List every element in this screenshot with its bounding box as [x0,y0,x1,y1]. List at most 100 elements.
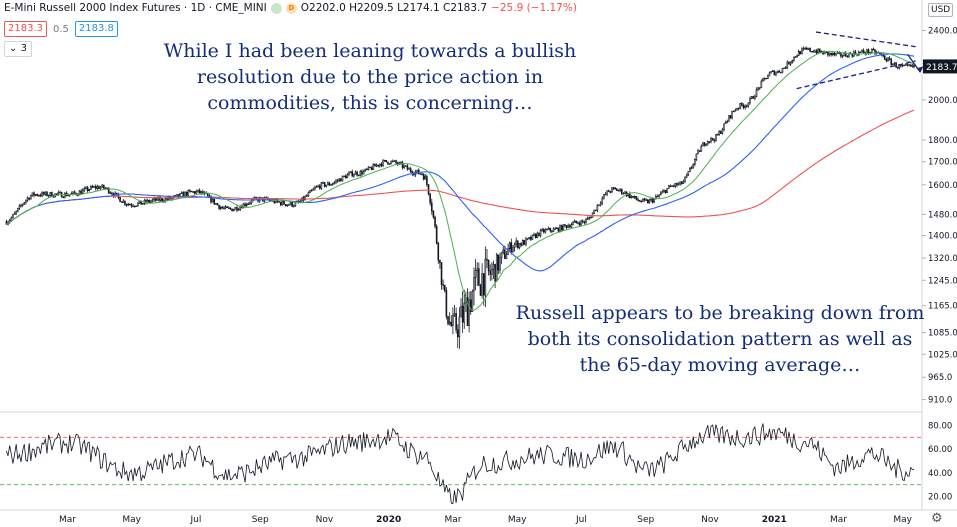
candle-body [192,191,194,193]
candle-body [773,70,776,76]
candle-body [775,72,777,76]
candle-body [130,204,133,207]
candle-body [333,181,336,184]
candle-body [534,234,537,238]
candle-body [72,191,74,194]
candle-body [450,321,453,326]
candle-body [430,202,433,212]
candle-body [755,89,758,97]
candle-body [767,75,769,79]
candle-body [611,187,613,193]
candle-body [64,192,66,198]
candle-body [668,185,670,189]
currency-label[interactable]: USD [928,3,954,17]
candle-body [866,49,868,54]
candle-body [471,290,474,312]
candle-body [317,185,319,187]
candle-body [504,249,506,259]
candle-body [228,207,230,209]
ma-right-value[interactable]: 2183.8 [74,21,118,37]
candle-body [742,105,745,108]
candle-body [466,297,469,326]
candle-body [538,232,540,236]
oscillator-line [6,423,915,505]
candle-body [15,210,17,214]
candle-body [520,243,522,246]
time-tick-label: 2021 [762,515,787,525]
gear-icon[interactable]: ⚙ [931,511,943,526]
candle-body [711,138,714,141]
candle-body [327,182,329,186]
candle-body [96,186,99,189]
candle-body [494,263,496,282]
candle-body [528,237,530,239]
candle-body [578,222,581,226]
candle-body [684,176,686,182]
candle-body [901,64,904,67]
candle-body [547,227,550,230]
candle-body [284,204,287,206]
candle-body [572,222,574,225]
candle-body [590,217,592,219]
candle-body [508,242,511,250]
candle-body [392,160,394,163]
price-axis-bg [922,0,957,527]
candle-body [452,314,454,326]
candle-body [124,200,126,205]
oscillator-tick-label: 80.00 [928,421,952,431]
candle-body [744,105,746,108]
indicator-toggle[interactable]: ⌄ 3 [4,41,32,57]
candle-body [461,305,464,323]
candle-body [38,195,40,197]
candle-body [323,182,326,187]
candle-body [697,150,699,155]
candle-body [101,184,104,188]
candle-body [349,171,352,174]
candle-body [372,164,375,170]
candle-body [21,203,24,206]
candle-body [424,176,427,180]
candle-body [629,193,631,198]
candle-body [88,189,91,192]
symbol-title[interactable]: E-Mini Russell 2000 Index Futures · 1D ·… [4,2,267,14]
candle-body [474,270,477,278]
candle-body [599,202,602,206]
candle-body [129,203,131,206]
candle-body [905,64,907,66]
candle-body [788,61,790,65]
candle-body [325,184,328,187]
candle-body [153,198,155,201]
price-tick-label: 1400.0 [928,232,957,242]
moving-average-legend: 2183.3 0.5 2183.8 [4,21,118,37]
candle-body [237,209,240,211]
candle-body [562,224,565,231]
candle-body [640,201,643,203]
candle-body [26,197,29,201]
candle-body [132,205,134,207]
candle-body [427,184,430,195]
candle-body [830,52,832,56]
candle-body [356,171,358,176]
candle-body [728,115,730,122]
candle-body [18,205,21,209]
candle-body [718,131,720,136]
ma-left-value[interactable]: 2183.3 [4,21,47,37]
annotation-top: While I had been leaning towards a bulli… [163,40,577,114]
candle-body [734,109,737,112]
candle-body [708,141,711,143]
candle-body [518,243,521,248]
candle-body [911,64,914,67]
candle-body [367,166,370,170]
candle-body [331,183,334,185]
candle-body [747,102,750,107]
candle-body [593,209,595,214]
candle-body [406,165,409,170]
candle-body [434,216,436,227]
candle-body [279,201,282,206]
time-tick-label: May [893,515,912,525]
candle-body [109,192,112,194]
candle-body [239,206,242,210]
candle-body [656,195,659,198]
